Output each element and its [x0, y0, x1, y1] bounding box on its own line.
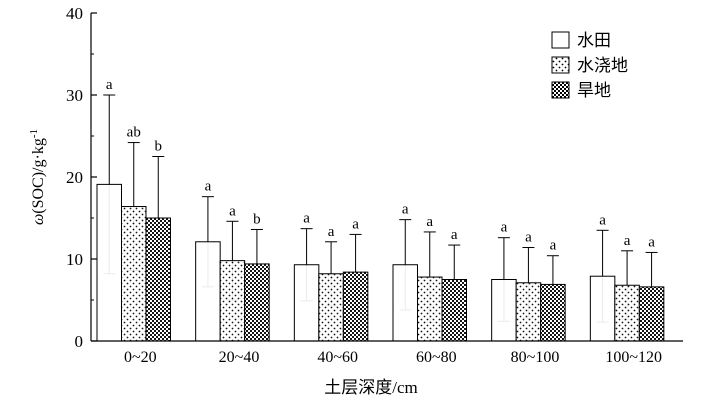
bar	[293, 264, 320, 342]
bar	[318, 273, 344, 342]
significance-label: a	[229, 203, 236, 219]
y-axis-label: ω(SOC)/g·kg-1	[28, 129, 47, 225]
x-tick-label: 80~100	[511, 349, 560, 366]
bar	[638, 286, 665, 342]
significance-label: b	[155, 139, 163, 155]
y-axis-label-main: (SOC)/g·kg	[30, 138, 47, 214]
significance-label: a	[525, 230, 532, 246]
bar	[491, 279, 517, 342]
significance-label: a	[205, 179, 212, 195]
bar	[540, 283, 566, 342]
x-tick-label: 0~20	[124, 349, 157, 366]
significance-label: a	[599, 212, 606, 228]
legend-swatch	[551, 81, 570, 99]
bar	[614, 284, 640, 342]
significance-label: a	[328, 224, 335, 240]
x-tick-label: 60~80	[416, 349, 457, 366]
bar	[441, 279, 467, 342]
legend-label: 水浇地	[577, 56, 628, 75]
y-tick-label: 0	[75, 332, 84, 351]
significance-label: b	[253, 211, 261, 227]
bar	[121, 206, 147, 342]
axes: 0~20 20~40 40~60 60~80 80~100 100~120 0 10 20 30 4…	[66, 4, 683, 366]
bar	[195, 241, 221, 342]
bar	[244, 263, 270, 342]
x-tick-label: 20~40	[219, 349, 260, 366]
legend-label: 旱地	[577, 81, 611, 100]
x-tick-label: 40~60	[317, 349, 358, 366]
y-tick-label: 10	[66, 250, 83, 269]
significance-label: a	[501, 220, 508, 236]
legend-swatch	[551, 31, 570, 49]
significance-label: a	[303, 211, 310, 227]
y-axis-label-omega: ω	[30, 214, 47, 225]
y-tick-label: 20	[66, 168, 83, 187]
bar	[145, 217, 171, 342]
legend-label: 水田	[577, 31, 611, 50]
y-tick-label: 40	[66, 4, 83, 23]
significance-label: a	[352, 216, 359, 232]
bar	[417, 276, 443, 342]
bar	[96, 183, 122, 342]
bar	[515, 282, 542, 342]
significance-label: a	[426, 214, 433, 230]
significance-label: a	[402, 202, 409, 218]
x-axis-label: 土层深度/cm	[324, 378, 418, 397]
y-tick-label: 30	[66, 86, 83, 105]
significance-label: ab	[127, 125, 141, 141]
significance-label: a	[648, 234, 655, 250]
bar	[219, 260, 246, 342]
legend-swatch	[551, 56, 570, 74]
significance-label: a	[106, 77, 113, 93]
significance-label: a	[550, 238, 557, 254]
significance-label: a	[451, 227, 458, 243]
bar	[392, 264, 418, 342]
significance-label: a	[624, 233, 631, 249]
y-axis-label-sup: -1	[28, 129, 40, 138]
x-tick-label: 100~120	[605, 349, 662, 366]
bar	[589, 275, 616, 342]
bar	[342, 271, 369, 342]
